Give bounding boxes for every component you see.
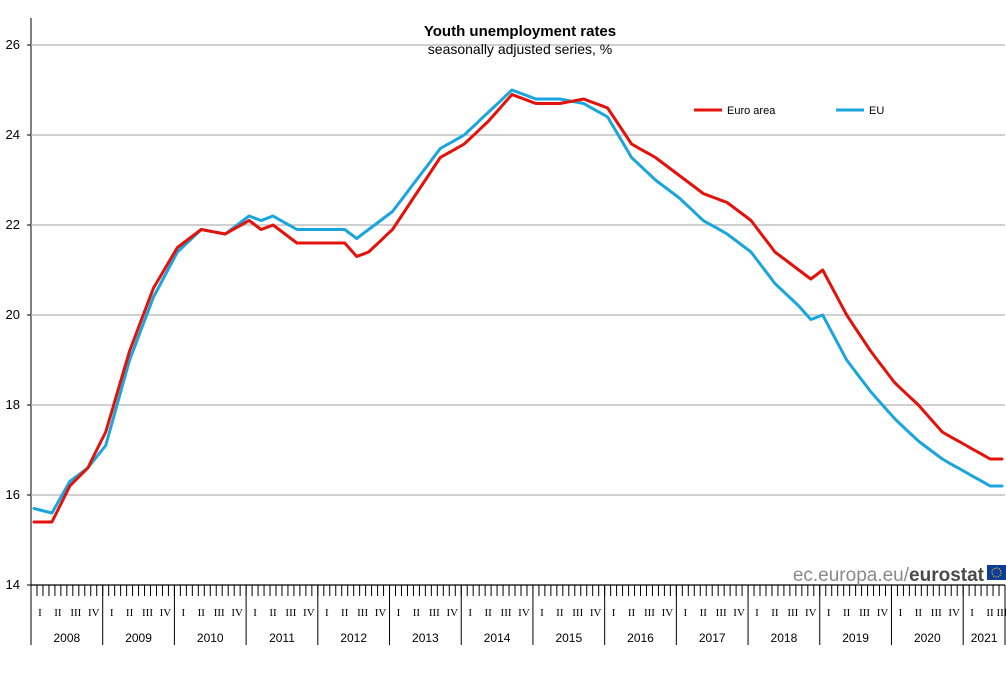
quarter-label: IV: [303, 607, 315, 619]
y-axis-ticks: 14 16 18 20 22 24 26: [6, 37, 31, 592]
quarter-label: II: [843, 607, 851, 619]
y-tick-label: 20: [6, 307, 20, 322]
year-label: 2018: [771, 631, 798, 645]
quarter-label: III: [429, 607, 440, 619]
watermark-text: ec.europa.eu/eurostat: [793, 565, 985, 586]
year-label: 2013: [412, 631, 439, 645]
quarter-label: I: [970, 607, 974, 619]
year-label: 2009: [125, 631, 152, 645]
year-label: 2008: [54, 631, 81, 645]
quarter-label: III: [644, 607, 655, 619]
quarter-label: III: [214, 607, 225, 619]
legend-label-euro-area: Euro area: [727, 105, 776, 117]
year-label: 2010: [197, 631, 224, 645]
quarter-label: I: [397, 607, 401, 619]
quarter-label: IV: [446, 607, 458, 619]
quarter-label: I: [253, 607, 257, 619]
eurostat-watermark: ec.europa.eu/eurostat: [793, 565, 1006, 586]
quarter-label: I: [540, 607, 544, 619]
quarter-label: IV: [948, 607, 960, 619]
year-label: 2021: [971, 631, 998, 645]
x-axis: I II III IV I II III IV I II III IV I II III IV I II III IV…: [30, 584, 1006, 645]
quarter-label: I: [827, 607, 831, 619]
quarter-label: I: [110, 607, 114, 619]
quarter-label: IV: [375, 607, 387, 619]
quarter-label: III: [70, 607, 81, 619]
quarter-label: IV: [518, 607, 530, 619]
quarter-label: I: [182, 607, 186, 619]
chart-subtitle: seasonally adjusted series, %: [428, 41, 612, 57]
quarter-label: II: [126, 607, 134, 619]
eu-flag-stars-icon: [991, 567, 1002, 578]
quarter-label: I: [325, 607, 329, 619]
quarter-label: III: [859, 607, 870, 619]
quarter-label: III: [357, 607, 368, 619]
quarter-label: III: [716, 607, 727, 619]
quarter-label: IV: [662, 607, 674, 619]
quarter-label: II: [628, 607, 636, 619]
year-label: 2015: [555, 631, 582, 645]
year-label: 2012: [340, 631, 367, 645]
quarter-label: I: [755, 607, 759, 619]
quarter-label: III: [501, 607, 512, 619]
quarter-label: III: [142, 607, 153, 619]
series-line-euro-area: [32, 93, 1004, 524]
quarter-label: II: [556, 607, 564, 619]
quarter-label: IV: [805, 607, 817, 619]
quarter-label: II: [413, 607, 421, 619]
quarter-label: II: [986, 607, 994, 619]
y-tick-label: 22: [6, 217, 20, 232]
quarter-label: II: [269, 607, 277, 619]
quarter-label: III: [997, 607, 1006, 619]
quarter-label: II: [700, 607, 708, 619]
y-tick-label: 18: [6, 397, 20, 412]
series-lines: [32, 88, 1004, 524]
quarter-label: III: [931, 607, 942, 619]
gridlines: [30, 18, 1005, 585]
watermark-domain: ec.europa.eu/: [793, 565, 910, 586]
year-label: 2020: [914, 631, 941, 645]
quarter-label: III: [572, 607, 583, 619]
y-tick-label: 14: [6, 577, 20, 592]
quarter-label: II: [54, 607, 62, 619]
quarter-label: IV: [590, 607, 602, 619]
quarter-label: I: [899, 607, 903, 619]
y-tick-label: 16: [6, 487, 20, 502]
chart-title: Youth unemployment rates: [424, 23, 616, 40]
quarter-label: IV: [160, 607, 172, 619]
quarter-label: III: [787, 607, 798, 619]
y-tick-label: 26: [6, 37, 20, 52]
year-label: 2017: [699, 631, 726, 645]
quarter-label: IV: [88, 607, 100, 619]
quarter-label: I: [468, 607, 472, 619]
quarter-label: IV: [231, 607, 243, 619]
legend-label-eu: EU: [869, 105, 884, 117]
quarter-label: IV: [877, 607, 889, 619]
year-label: 2014: [484, 631, 511, 645]
quarter-label: IV: [733, 607, 745, 619]
eu-flag-icon: [987, 565, 1006, 580]
quarter-label: II: [484, 607, 492, 619]
quarter-label: II: [341, 607, 349, 619]
quarter-label: II: [915, 607, 923, 619]
y-tick-label: 24: [6, 127, 20, 142]
quarter-label: II: [771, 607, 779, 619]
watermark-brand: eurostat: [909, 565, 985, 586]
quarter-label: I: [612, 607, 616, 619]
year-label: 2016: [627, 631, 654, 645]
year-label: 2011: [269, 631, 295, 645]
quarter-label: I: [38, 607, 42, 619]
quarter-label: I: [683, 607, 687, 619]
quarter-label: III: [285, 607, 296, 619]
year-label: 2019: [842, 631, 869, 645]
legend: Euro area EU: [694, 105, 884, 117]
quarter-label: II: [198, 607, 206, 619]
